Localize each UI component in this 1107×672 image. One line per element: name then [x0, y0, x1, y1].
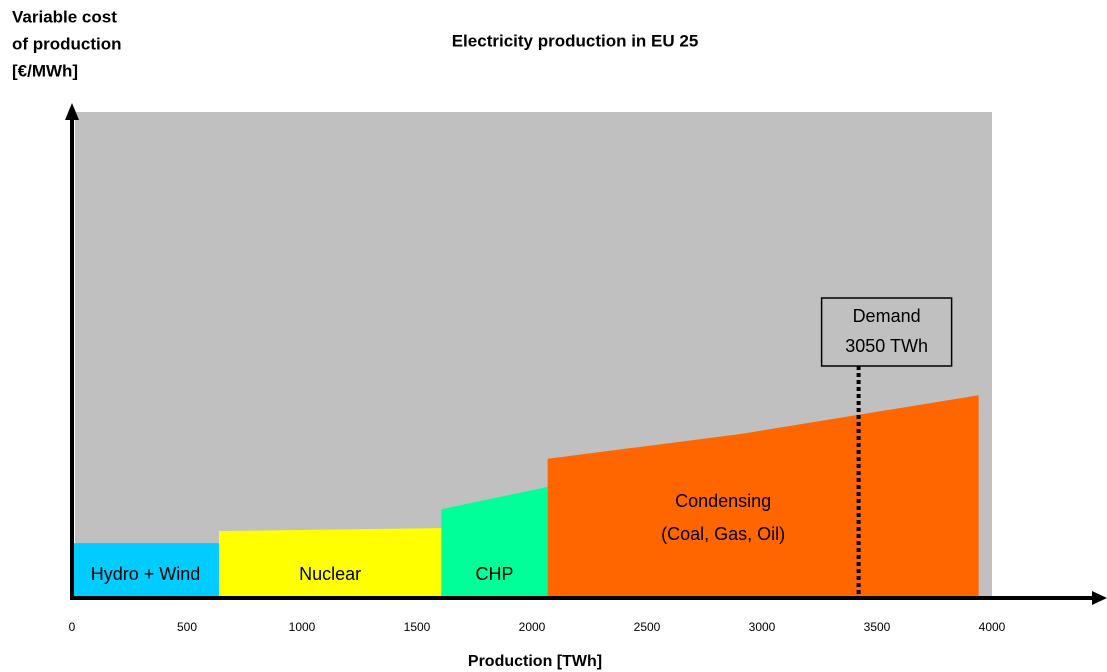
- x-tick-label: 500: [177, 620, 197, 634]
- x-tick-label: 1500: [404, 620, 431, 634]
- demand-box: [820, 297, 953, 367]
- x-tick-label: 4000: [979, 620, 1006, 634]
- area-segment: [72, 543, 219, 597]
- y-axis-arrow: [65, 103, 79, 120]
- y-axis-label: of production: [12, 34, 122, 53]
- segment-label: Nuclear: [299, 564, 361, 584]
- demand-label: 3050 TWh: [845, 336, 928, 356]
- area-segment: [441, 486, 548, 597]
- segment-label: CHP: [476, 564, 514, 584]
- x-tick-label: 0: [69, 620, 76, 634]
- x-tick-label: 3500: [864, 620, 891, 634]
- x-tick-label: 2000: [519, 620, 546, 634]
- x-tick-label: 1000: [289, 620, 316, 634]
- segment-label: (Coal, Gas, Oil): [661, 524, 785, 544]
- x-tick-label: 3000: [749, 620, 776, 634]
- x-tick-label: 2500: [634, 620, 661, 634]
- y-axis-label: Variable cost: [12, 7, 117, 26]
- area-segment: [547, 395, 979, 597]
- segment-label: Condensing: [675, 491, 771, 511]
- y-axis-label: [€/MWh]: [12, 61, 78, 80]
- x-axis-label: Production [TWh]: [468, 653, 602, 670]
- segment-label: Hydro + Wind: [91, 564, 201, 584]
- x-axis-arrow: [1092, 591, 1107, 605]
- area-segment: [218, 528, 442, 597]
- demand-label: Demand: [853, 306, 921, 326]
- chart-title: Electricity production in EU 25: [452, 31, 699, 50]
